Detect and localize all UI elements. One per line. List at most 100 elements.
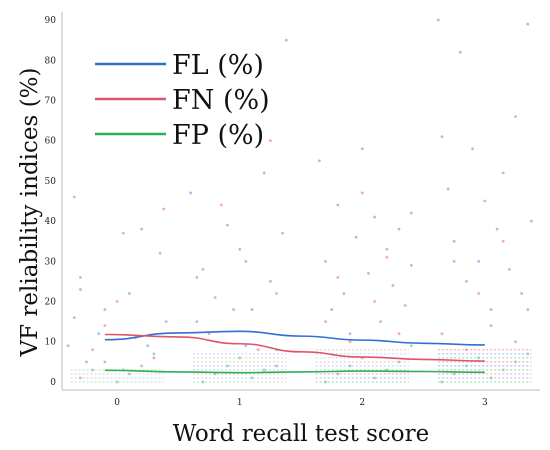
data-point-fl: [409, 263, 413, 267]
data-point-fp: [140, 364, 144, 368]
data-point-fl: [379, 320, 383, 324]
data-point-fn: [501, 239, 505, 243]
y-tick-label: 20: [45, 298, 57, 308]
data-point-fl: [195, 320, 199, 324]
data-point-fn: [373, 300, 376, 303]
data-point-fl: [72, 316, 76, 320]
data-point-fn: [452, 259, 456, 263]
data-point-fl: [146, 344, 150, 348]
data-point-fl: [514, 115, 517, 118]
data-point-fl: [436, 18, 440, 22]
data-point-fl: [458, 50, 462, 54]
data-point-fl: [336, 203, 340, 207]
data-point-fl: [189, 191, 193, 195]
data-point-fl: [342, 292, 346, 295]
data-point-fn: [440, 332, 444, 336]
data-point-fl: [66, 344, 70, 348]
data-point-fl: [385, 247, 389, 251]
data-point-fp: [336, 372, 340, 376]
data-point-fn: [514, 340, 517, 344]
data-point-fn: [360, 191, 364, 195]
data-point-fn: [336, 276, 340, 279]
data-point-fl: [226, 223, 229, 227]
y-tick-label: 30: [45, 257, 57, 267]
data-point-fl: [330, 308, 334, 311]
data-point-fl: [281, 231, 285, 235]
data-point-fn: [275, 292, 278, 295]
data-point-fl: [520, 292, 524, 295]
data-point-fn: [78, 276, 82, 279]
data-point-fn: [219, 203, 223, 207]
data-point-fl: [465, 280, 468, 283]
legend-label-fl: FL (%): [172, 50, 264, 81]
data-point-fl: [397, 227, 401, 231]
x-tick-label: 2: [359, 398, 365, 408]
data-point-fn: [489, 324, 493, 328]
data-point-fl: [471, 147, 474, 151]
y-tick-label: 80: [45, 56, 57, 66]
data-point-fl: [501, 171, 505, 175]
y-tick-label: 50: [45, 177, 57, 187]
x-tick-label: 1: [237, 398, 243, 408]
legend-label-fp: FP (%): [172, 120, 264, 151]
y-tick-label: 0: [50, 378, 56, 388]
data-point-fl: [403, 304, 407, 307]
x-axis-title: Word recall test score: [173, 421, 430, 447]
data-point-fl: [495, 227, 499, 231]
data-point-fl: [373, 215, 376, 219]
data-point-fl: [324, 259, 327, 263]
data-point-fn: [115, 300, 119, 303]
data-point-fl: [97, 332, 101, 336]
data-point-fn: [103, 324, 107, 328]
data-point-fl: [452, 239, 456, 243]
data-point-fl: [440, 135, 444, 139]
trend-line-fp: [104, 369, 485, 374]
data-point-fl: [128, 292, 131, 295]
data-point-fl: [489, 308, 493, 311]
data-point-fp: [115, 380, 119, 384]
data-point-fn: [195, 276, 199, 279]
x-tick-label: 3: [482, 398, 488, 408]
data-point-fl: [446, 187, 450, 191]
data-point-fp: [250, 376, 254, 380]
data-point-fn: [324, 320, 327, 324]
data-point-fl: [244, 344, 248, 348]
data-point-fl: [158, 251, 162, 255]
data-point-fp: [409, 344, 413, 348]
data-point-fl: [391, 284, 395, 287]
data-point-fp: [226, 364, 229, 368]
data-point-fl: [238, 247, 242, 251]
data-point-fl: [348, 332, 352, 336]
data-point-fp: [397, 360, 401, 364]
data-point-fn: [152, 356, 156, 360]
data-point-fp: [238, 356, 242, 360]
data-point-fp: [440, 380, 444, 384]
data-point-fl: [507, 267, 511, 271]
data-point-fl: [275, 364, 278, 368]
data-point-fl: [483, 199, 487, 203]
data-point-fn: [162, 207, 166, 211]
trend-line-fn: [104, 333, 485, 362]
data-point-fl: [103, 308, 107, 311]
data-point-fl: [140, 227, 144, 231]
data-point-fl: [354, 235, 358, 239]
data-point-fp: [262, 368, 266, 372]
data-point-fp: [152, 352, 156, 356]
data-point-fl: [477, 259, 481, 263]
data-point-fn: [72, 195, 76, 199]
data-point-fl: [85, 360, 88, 364]
data-point-fn: [348, 340, 352, 344]
data-point-fn: [244, 259, 248, 263]
data-point-fn: [256, 348, 260, 352]
data-point-fl: [164, 320, 168, 324]
y-tick-label: 10: [45, 338, 57, 348]
scatter-layer: [66, 18, 533, 384]
data-point-fn: [121, 231, 125, 235]
data-point-fl: [367, 271, 370, 275]
data-point-fl: [360, 147, 364, 151]
data-point-fn: [409, 211, 413, 215]
axis-ticks: 0 10 20 30 40 50 60 70 80 90 0 1 2 3: [45, 16, 488, 408]
data-point-fp: [452, 372, 456, 376]
y-tick-label: 40: [45, 217, 57, 227]
data-point-fp: [103, 360, 107, 364]
